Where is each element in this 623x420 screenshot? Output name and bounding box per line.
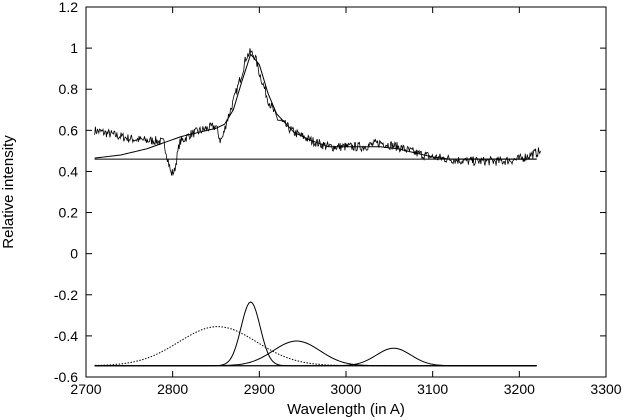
y-tick-label: 0 <box>70 246 78 262</box>
x-tick-label: 3100 <box>417 381 448 397</box>
y-tick-label: -0.6 <box>54 369 78 385</box>
y-axis-ticks: -0.6 -0.4 -0.2 0 0.2 0.4 0.6 0.8 1 1.2 <box>54 0 606 385</box>
x-tick-label: 2700 <box>70 381 101 397</box>
x-tick-label: 2900 <box>244 381 275 397</box>
y-tick-label: -0.2 <box>54 287 78 303</box>
x-axis-label: Wavelength (in A) <box>287 401 405 418</box>
y-tick-label: 0.4 <box>59 163 79 179</box>
y-tick-label: 0.2 <box>59 205 79 221</box>
series-line-6 <box>94 301 537 367</box>
y-axis-label: Relative intensity <box>0 135 17 249</box>
series-line-5 <box>94 326 537 367</box>
y-tick-label: -0.4 <box>54 328 78 344</box>
x-tick-label: 3000 <box>330 381 361 397</box>
plot-frame <box>85 6 607 378</box>
series-line-2 <box>94 53 537 160</box>
series-line-1 <box>94 48 541 177</box>
x-tick-label: 3200 <box>504 381 535 397</box>
x-tick-label: 2800 <box>157 381 188 397</box>
series-layer <box>94 48 541 367</box>
y-tick-label: 1.2 <box>59 0 79 15</box>
y-tick-label: 1 <box>70 40 78 56</box>
y-tick-label: 0.6 <box>59 122 79 138</box>
series-line-8 <box>94 347 537 367</box>
x-axis-ticks: 2700 2800 2900 3000 3100 3200 3300 <box>70 7 622 397</box>
series-line-7 <box>94 340 537 367</box>
x-tick-label: 3300 <box>590 381 621 397</box>
y-tick-label: 0.8 <box>59 81 79 97</box>
